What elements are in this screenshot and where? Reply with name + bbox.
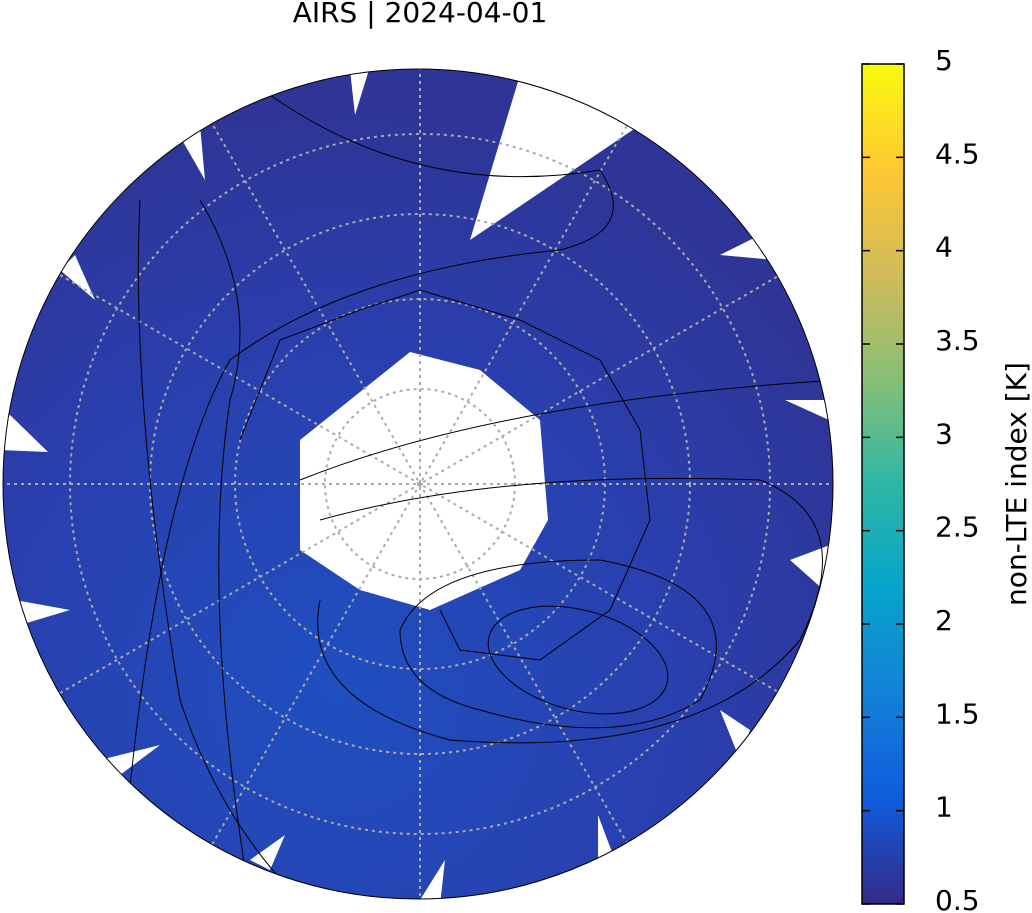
colorbar-tick-label: 5 bbox=[935, 44, 953, 77]
colorbar-tick-label: 3 bbox=[935, 417, 953, 450]
map bbox=[3, 69, 833, 899]
title: AIRS | 2024-04-01 bbox=[293, 0, 548, 29]
colorbar-tick-label: 0.5 bbox=[935, 884, 980, 913]
colorbar-tick-label: 2.5 bbox=[935, 511, 980, 544]
colorbar-scale bbox=[861, 63, 905, 905]
colorbar-tick-label: 4 bbox=[935, 231, 953, 264]
colorbar-tick-label: 4.5 bbox=[935, 137, 980, 170]
map-border bbox=[2, 68, 834, 900]
colorbar-tick-label: 1 bbox=[935, 791, 953, 824]
colorbar-tick-label: 1.5 bbox=[935, 697, 980, 730]
colorbar-tick-label: 3.5 bbox=[935, 324, 980, 357]
colorbar-tick-label: 2 bbox=[935, 604, 953, 637]
colorbar-label: non-LTE index [K] bbox=[1000, 362, 1032, 606]
colorbar: 0.5 1 1.5 2 2.5 3 3.5 4 4.5 5 bbox=[861, 44, 980, 913]
